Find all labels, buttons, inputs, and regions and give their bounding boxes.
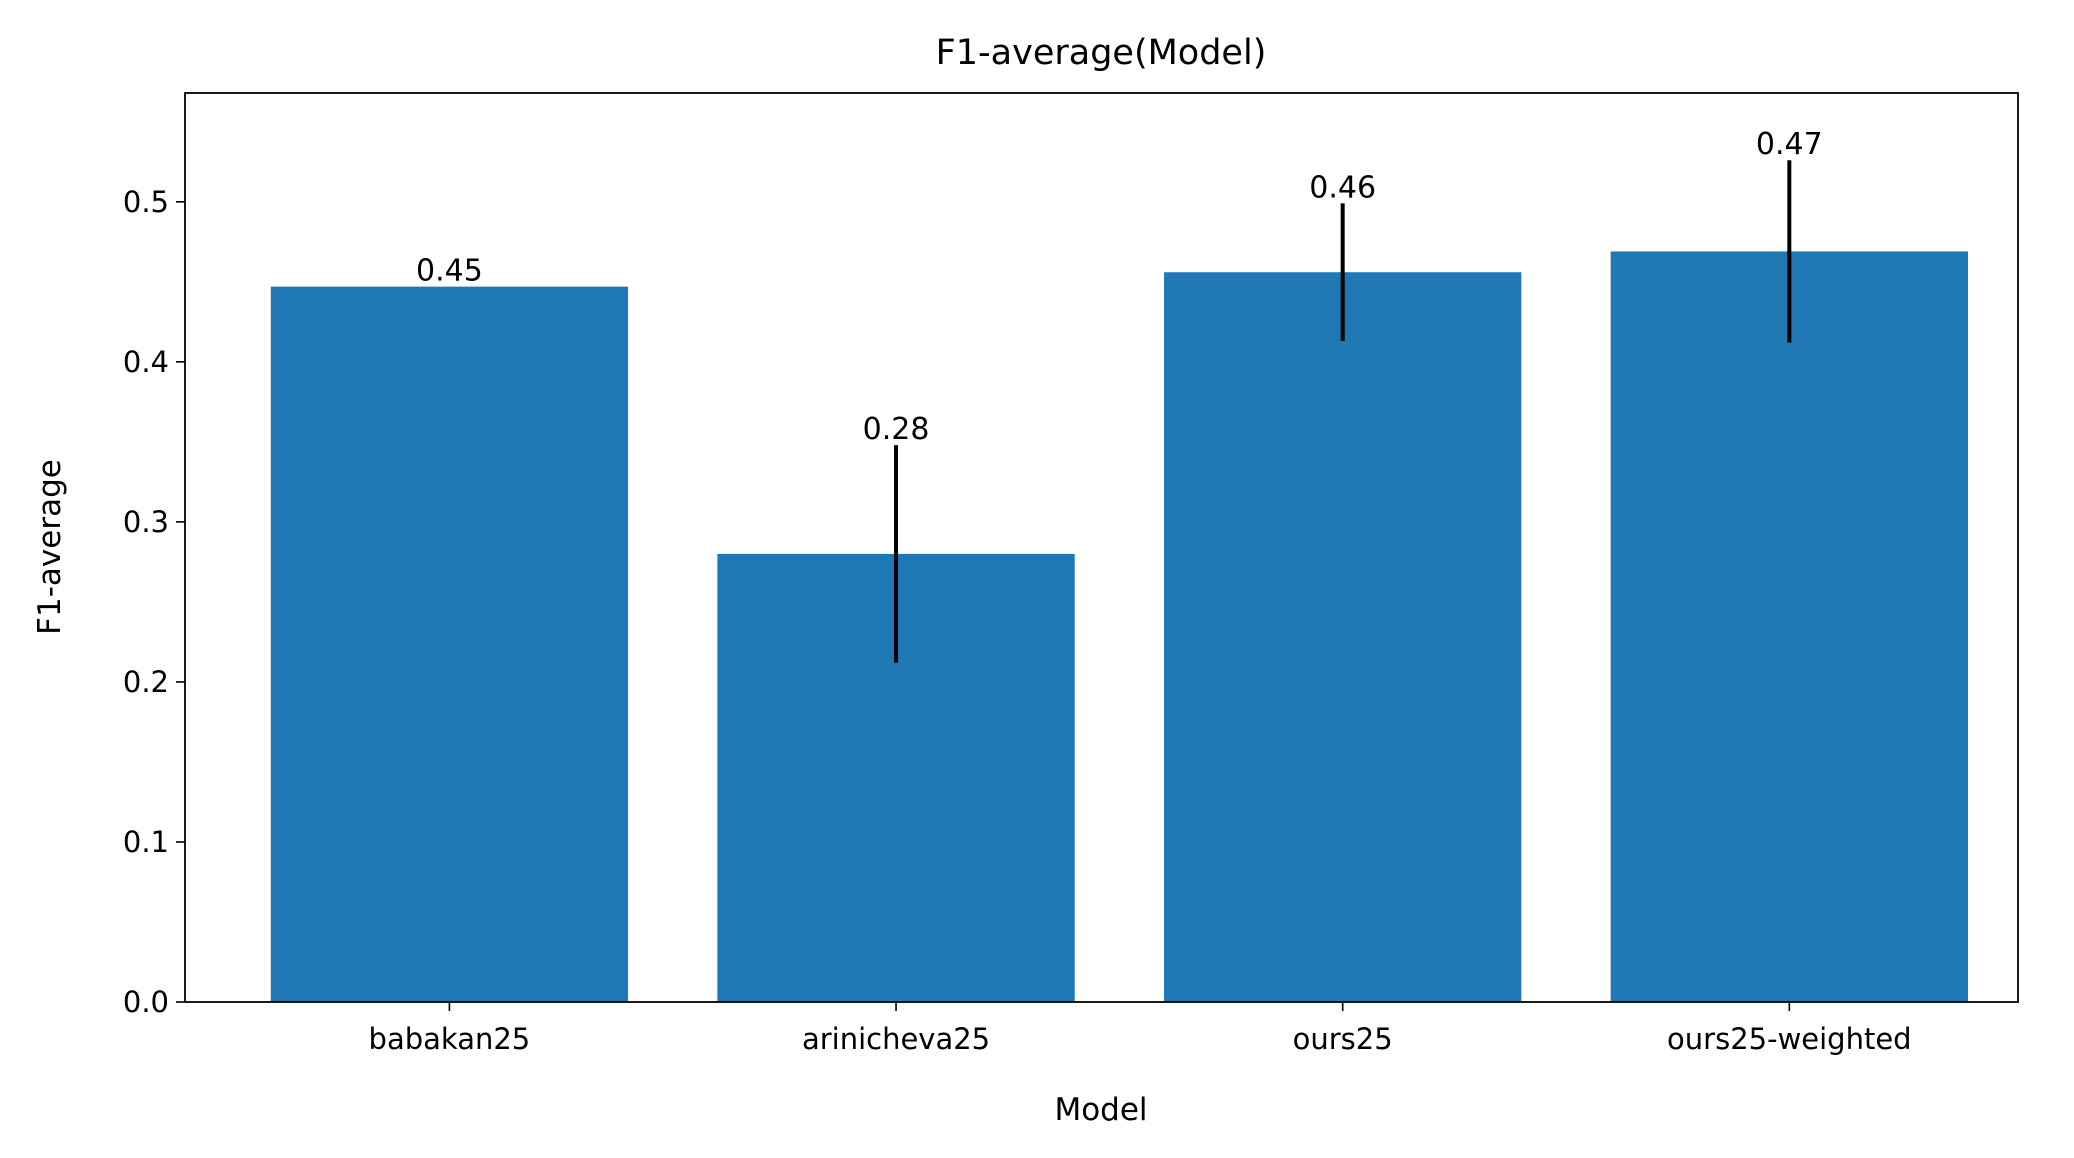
y-tick-label: 0.3: [123, 505, 169, 539]
x-tick-label: babakan25: [369, 1022, 531, 1056]
y-tick-label: 0.4: [123, 345, 169, 379]
value-label: 0.28: [863, 412, 930, 447]
bar: [1164, 272, 1522, 1002]
x-tick-label: arinicheva25: [802, 1022, 990, 1056]
bar: [270, 286, 629, 1003]
plot-frame: [184, 92, 2019, 1003]
value-label: 0.47: [1756, 127, 1823, 162]
x-tick-label: ours25-weighted: [1667, 1022, 1912, 1056]
y-tick-label: 0.1: [123, 825, 169, 859]
bar: [1610, 251, 1968, 1002]
y-tick-label: 0.2: [123, 665, 169, 699]
value-label: 0.45: [416, 254, 483, 289]
value-label: 0.46: [1309, 170, 1376, 205]
chart-title: F1-average(Model): [936, 33, 1267, 73]
x-axis-label: Model: [1054, 1092, 1147, 1128]
y-tick-label: 0.5: [123, 185, 169, 219]
y-axis-label: F1-average: [32, 459, 68, 635]
x-tick-label: ours25: [1293, 1022, 1393, 1056]
y-tick-label: 0.0: [123, 985, 169, 1019]
